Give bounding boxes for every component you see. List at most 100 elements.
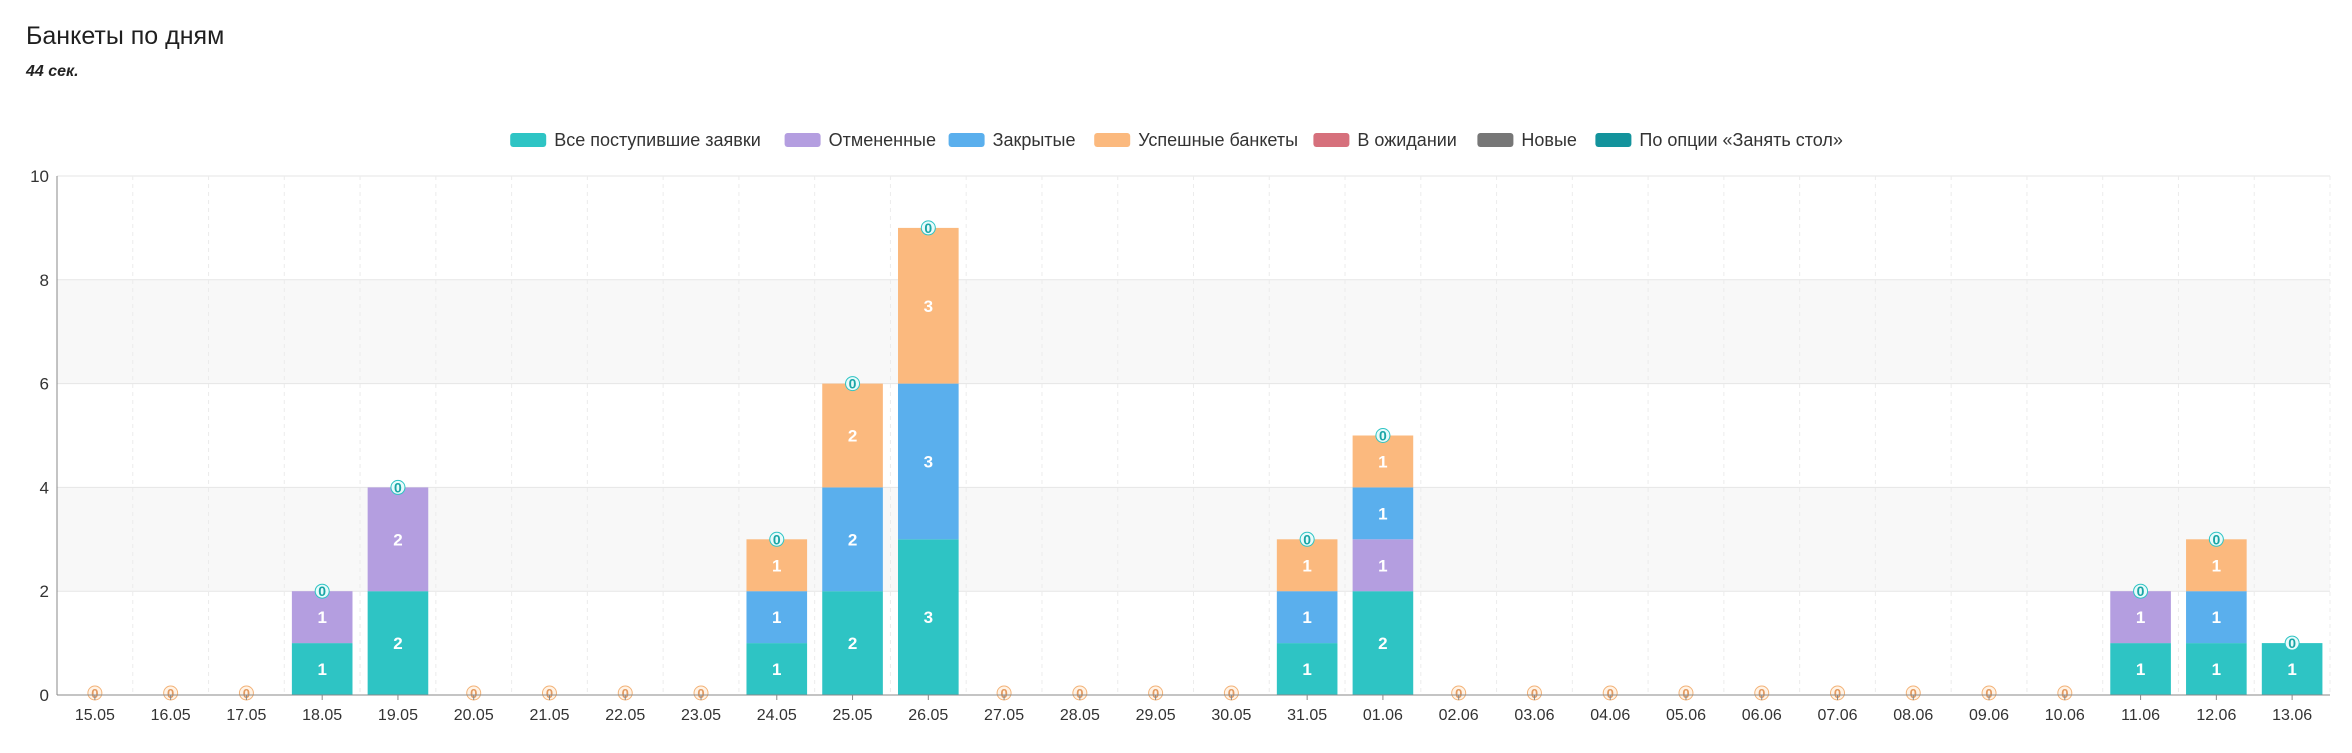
legend-swatch	[1595, 133, 1632, 147]
zero-value-label: 0	[1910, 686, 1917, 701]
bar-segment	[1352, 435, 1414, 488]
x-tick-label: 04.06	[1590, 707, 1630, 724]
x-tick-label: 17.05	[226, 707, 266, 724]
bar-segment	[2186, 539, 2247, 592]
chart-header: Банкеты по дням 44 сек.	[26, 22, 224, 81]
bar-segment	[746, 643, 808, 695]
legend-swatch	[1094, 133, 1131, 147]
legend-label: Отмененные	[829, 130, 936, 150]
top-value-label: 0	[2212, 531, 2220, 547]
bar-value-label: 1	[2212, 556, 2221, 575]
total-marker	[845, 376, 861, 392]
top-value-label: 0	[2137, 583, 2145, 599]
bar-segment	[822, 383, 883, 488]
x-tick-label: 26.05	[908, 707, 948, 724]
x-tick-label: 21.05	[529, 707, 569, 724]
bar-value-label: 1	[2212, 660, 2221, 679]
bar-segment	[2261, 643, 2323, 695]
x-tick-label: 08.06	[1893, 707, 1933, 724]
x-tick-label: 07.06	[1817, 707, 1857, 724]
legend-swatch	[1313, 133, 1350, 147]
y-tick-label: 6	[40, 375, 49, 394]
bar-segment	[367, 487, 429, 592]
bar-value-label: 1	[317, 608, 326, 627]
bar-segment	[2186, 643, 2247, 695]
bar-segment	[898, 383, 959, 540]
top-value-label: 0	[773, 531, 781, 547]
bar-segment	[1276, 539, 1338, 592]
bar-segment	[746, 539, 808, 592]
zero-value-label: 0	[546, 686, 553, 701]
x-tick-label: 16.05	[151, 707, 191, 724]
zero-value-label: 0	[1152, 686, 1159, 701]
x-tick-label: 28.05	[1060, 707, 1100, 724]
bar-segment	[1276, 643, 1338, 695]
bar-value-label: 1	[1378, 556, 1387, 575]
y-tick-label: 10	[30, 167, 49, 186]
bar-value-label: 3	[924, 297, 933, 316]
legend-label: По опции «Занять стол»	[1639, 130, 1843, 150]
bar-value-label: 2	[848, 427, 857, 446]
zero-value-label: 0	[1834, 686, 1841, 701]
y-tick-label: 2	[40, 582, 49, 601]
legend-label: В ожидании	[1357, 130, 1456, 150]
x-tick-label: 31.05	[1287, 707, 1327, 724]
zero-value-label: 0	[622, 686, 629, 701]
bar-segment	[822, 487, 883, 592]
x-tick-label: 06.06	[1742, 707, 1782, 724]
total-marker	[1375, 428, 1391, 443]
zero-value-label: 0	[1455, 686, 1462, 701]
bar-value-label: 1	[1378, 452, 1387, 471]
bar-segment	[898, 227, 959, 384]
bar-value-label: 1	[772, 608, 781, 627]
bar-value-label: 1	[772, 660, 781, 679]
x-tick-label: 01.06	[1363, 707, 1403, 724]
top-value-label: 0	[1379, 428, 1387, 444]
zero-value-label: 0	[1607, 686, 1614, 701]
x-tick-label: 27.05	[984, 707, 1024, 724]
zero-value-label: 0	[1985, 686, 1992, 701]
y-axis: 0 2 4 6 8 10	[30, 167, 58, 705]
page-subtitle: 44 сек.	[26, 63, 79, 80]
bar-segment	[1352, 487, 1414, 540]
zero-value-label: 0	[697, 686, 704, 701]
bar-segment	[291, 591, 353, 644]
bar-segment	[1352, 591, 1414, 695]
x-tick-label: 09.06	[1969, 707, 2009, 724]
zero-value-label: 0	[470, 686, 477, 701]
zero-value-label: 0	[1758, 686, 1765, 701]
bar-segment	[2110, 591, 2171, 644]
zero-value-label: 0	[1682, 686, 1689, 701]
bar-segment	[2110, 643, 2171, 695]
bar-value-label: 3	[924, 452, 933, 471]
x-tick-label: 05.06	[1666, 707, 1706, 724]
y-tick-label: 4	[40, 478, 49, 497]
x-tick-label: 22.05	[605, 707, 645, 724]
bar-value-label: 2	[848, 634, 857, 653]
x-tick-label: 29.05	[1136, 707, 1176, 724]
x-tick-label: 23.05	[681, 707, 721, 724]
zero-value-label: 0	[1076, 686, 1083, 701]
top-value-label: 0	[1303, 531, 1311, 547]
top-value-label: 0	[924, 220, 932, 236]
bar-segment	[367, 591, 429, 695]
bar-segment	[746, 591, 808, 644]
legend-label: Закрытые	[993, 130, 1076, 150]
x-tick-label: 15.05	[75, 707, 115, 724]
bar-value-label: 1	[1302, 608, 1311, 627]
x-tick-label: 25.05	[833, 707, 873, 724]
total-marker	[1299, 531, 1315, 547]
legend-swatch	[1477, 133, 1514, 147]
bar-value-label: 2	[848, 530, 857, 549]
bar-value-label: 1	[317, 660, 326, 679]
bar-value-label: 1	[1302, 660, 1311, 679]
bars: 0 0 0 1 1 0 2 2 0 0 0 0 0 1 1 1 0 2 2 2 0 3 3 3 0 0 0 0 0 1 1 1 0 2 1 1 1 0 0 0…	[87, 220, 2323, 701]
x-tick-label: 20.05	[454, 707, 494, 724]
bar-value-label: 3	[924, 608, 933, 627]
bar-value-label: 1	[1378, 504, 1387, 523]
zero-value-label: 0	[1531, 686, 1538, 701]
top-value-label: 0	[318, 583, 326, 599]
legend: Все поступившие заявки Отмененные Закрытые…	[510, 130, 1843, 150]
bar-segment	[1276, 591, 1338, 644]
